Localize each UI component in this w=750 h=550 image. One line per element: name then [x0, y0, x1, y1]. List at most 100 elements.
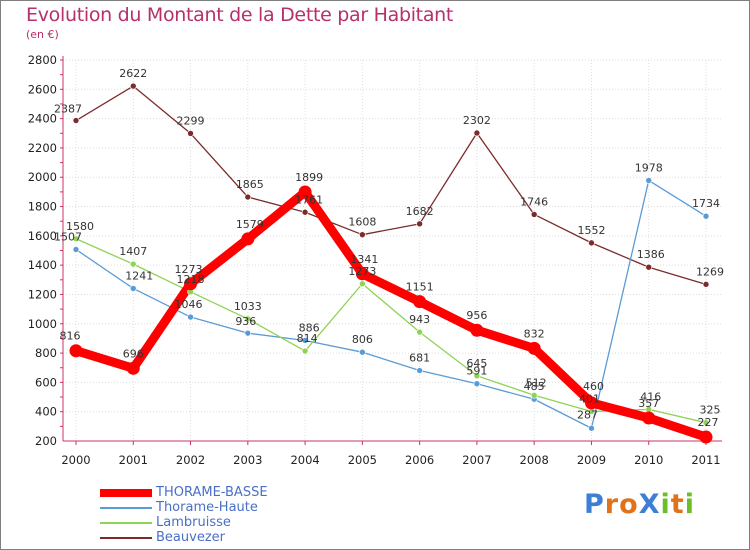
data-point-beauvezer: [72, 117, 80, 124]
data-label-beauvezer: 2387: [54, 103, 82, 116]
y-tick-label: 800: [35, 346, 57, 360]
y-tick-label: 2000: [28, 170, 57, 184]
data-point-lambruisse: [530, 391, 538, 399]
series-line-thorame-basse: [71, 187, 711, 442]
data-point-beauvezer: [187, 130, 194, 137]
data-point-thorame-haute: [645, 177, 653, 184]
grid-lines: [63, 59, 722, 442]
logo-letter: r: [604, 489, 620, 520]
y-tick-label: 400: [35, 405, 57, 419]
y-tick-label: 600: [35, 375, 57, 389]
data-point-thorame-basse: [69, 344, 83, 358]
data-point-beauvezer: [702, 281, 710, 288]
y-tick-label: 1600: [28, 229, 57, 243]
series-lines: [71, 85, 711, 442]
data-label-beauvezer: 1386: [637, 248, 665, 261]
data-point-thorame-basse: [184, 277, 198, 291]
data-label-thorame-haute: 1046: [175, 298, 203, 311]
data-label-thorame-haute: 1507: [54, 230, 82, 243]
data-point-thorame-haute: [187, 313, 194, 321]
series-line-beauvezer: [75, 85, 707, 286]
data-point-thorame-haute: [244, 329, 252, 337]
data-point-thorame-basse: [298, 185, 312, 199]
proxiti-logo: ProXiti: [584, 489, 695, 520]
data-label-thorame-basse: 956: [466, 309, 487, 322]
data-label-beauvezer: 1269: [696, 265, 724, 278]
legend-swatch: [100, 488, 152, 497]
data-label-beauvezer: 1552: [577, 224, 605, 237]
x-tick-label: 2010: [634, 453, 663, 467]
data-point-thorame-basse: [355, 267, 369, 281]
data-point-beauvezer: [588, 239, 595, 247]
data-point-lambruisse: [416, 328, 423, 336]
data-label-lambruisse: 512: [526, 376, 547, 389]
legend-label: Thorame-Haute: [156, 500, 258, 515]
data-label-beauvezer: 1682: [406, 205, 434, 218]
data-point-beauvezer: [301, 208, 309, 216]
data-point-thorame-basse: [584, 396, 598, 410]
data-label-thorame-haute: 485: [524, 380, 545, 393]
data-label-beauvezer: 2302: [463, 114, 491, 127]
data-point-thorame-basse: [413, 295, 427, 309]
data-label-beauvezer: 1761: [295, 193, 323, 206]
x-tick-label: 2008: [520, 453, 549, 467]
data-label-thorame-basse: 816: [60, 330, 81, 343]
data-point-thorame-basse: [241, 232, 255, 246]
data-point-thorame-basse: [699, 430, 713, 444]
y-tick-label: 1400: [28, 258, 57, 272]
data-label-lambruisse: 1580: [66, 220, 94, 233]
logo-letter: P: [584, 489, 605, 520]
logo-letter: i: [660, 489, 671, 520]
data-label-thorame-haute: 886: [299, 321, 320, 334]
data-point-lambruisse: [129, 260, 137, 268]
x-tick-label: 2009: [577, 453, 606, 467]
data-label-thorame-basse: 1341: [350, 253, 378, 266]
data-label-thorame-basse: 832: [524, 327, 545, 340]
data-label-beauvezer: 1865: [236, 178, 264, 191]
y-tick-label: 2800: [28, 53, 57, 67]
data-label-lambruisse: 943: [409, 313, 430, 326]
data-label-thorame-haute: 1734: [692, 197, 720, 210]
data-point-beauvezer: [416, 220, 423, 228]
data-label-thorame-basse: 1151: [406, 281, 434, 294]
data-point-thorame-haute: [473, 380, 481, 388]
axes: 200 400 600 800 1000 1200 1400 1600 1800 2000 2200…: [28, 53, 722, 467]
series-points: [69, 82, 713, 444]
data-label-lambruisse: 1407: [119, 245, 147, 258]
data-label-beauvezer: 1746: [520, 195, 548, 208]
chart-unit: (en €): [26, 28, 59, 41]
data-point-lambruisse: [473, 372, 481, 380]
data-label-lambruisse: 814: [297, 332, 318, 345]
data-label-thorame-basse: 1273: [175, 263, 203, 276]
x-tick-label: 2001: [119, 453, 148, 467]
data-point-thorame-basse: [527, 341, 541, 355]
data-point-thorame-haute: [588, 424, 595, 432]
data-point-beauvezer: [359, 231, 366, 238]
data-label-thorame-haute: 1241: [125, 269, 153, 282]
data-label-lambruisse: 325: [700, 404, 721, 417]
data-label-thorame-haute: 806: [352, 333, 373, 346]
data-label-lambruisse: 1273: [348, 265, 376, 278]
x-tick-label: 2000: [61, 453, 90, 467]
chart-title: Evolution du Montant de la Dette par Hab…: [26, 4, 454, 26]
data-label-lambruisse: 1033: [234, 300, 262, 313]
legend: THORAME-BASSE Thorame-Haute Lambruisse B…: [100, 485, 268, 545]
legend-item-thorame-basse: THORAME-BASSE: [100, 485, 268, 500]
data-label-lambruisse: 1218: [177, 273, 205, 286]
x-tick-label: 2011: [691, 453, 720, 467]
data-point-beauvezer: [244, 193, 252, 201]
y-tick-label: 2600: [28, 82, 57, 96]
legend-item-lambruisse: Lambruisse: [100, 515, 268, 530]
data-label-beauvezer: 2299: [177, 114, 205, 127]
data-point-lambruisse: [72, 235, 80, 243]
data-label-beauvezer: 1608: [348, 216, 376, 229]
data-point-thorame-basse: [642, 411, 656, 425]
data-label-thorame-basse: 357: [638, 397, 659, 410]
data-point-thorame-haute: [129, 285, 137, 292]
data-point-beauvezer: [645, 263, 653, 271]
series-line-thorame-haute: [75, 179, 707, 429]
x-tick-label: 2007: [462, 453, 491, 467]
data-label-thorame-haute: 287: [577, 408, 598, 421]
logo-letter: o: [619, 489, 639, 520]
data-label-thorame-basse: 227: [698, 416, 719, 429]
